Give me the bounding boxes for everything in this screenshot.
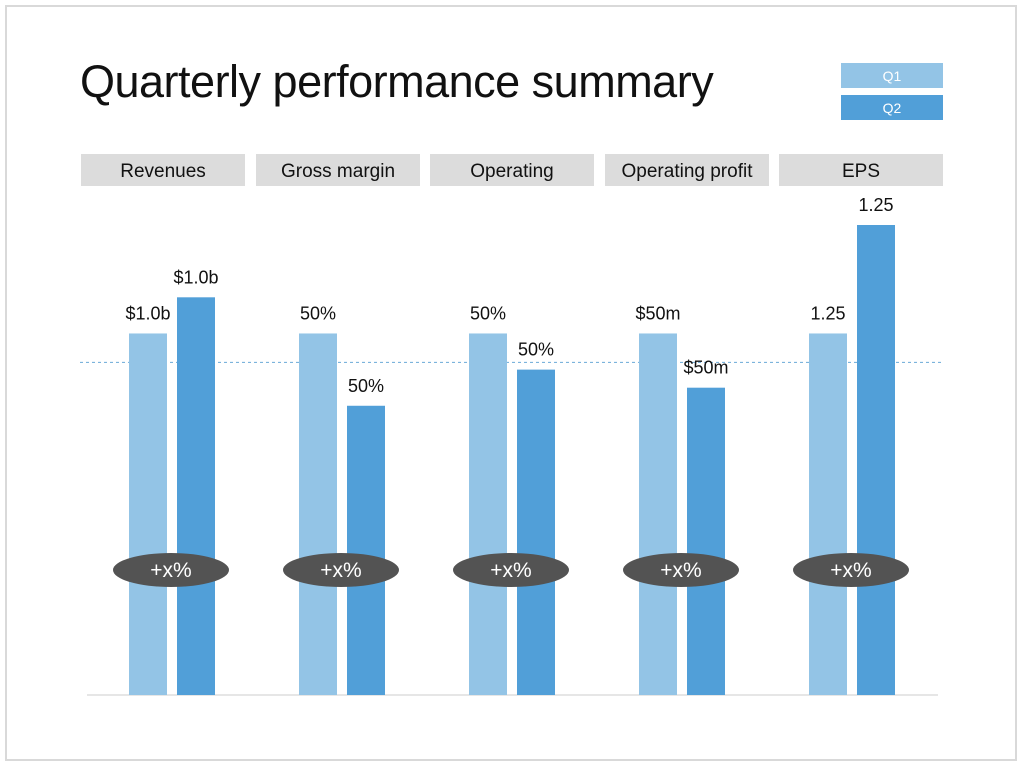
data-label-q2-3: $50m <box>683 358 728 378</box>
change-badge-label-0: +x% <box>150 559 191 582</box>
data-label-q1-1: 50% <box>300 303 336 323</box>
change-badge-label-4: +x% <box>830 559 871 582</box>
bar-q2-3 <box>687 387 725 695</box>
category-header-revenues: Revenues <box>81 154 245 186</box>
bar-q2-4 <box>857 225 895 695</box>
change-badge-label-3: +x% <box>660 559 701 582</box>
data-label-q1-0: $1.0b <box>125 303 170 323</box>
data-label-q2-0: $1.0b <box>173 267 218 287</box>
bar-q2-2 <box>517 369 555 695</box>
bar-q1-0 <box>129 333 167 695</box>
data-label-q2-1: 50% <box>348 376 384 396</box>
bar-q1-2 <box>469 333 507 695</box>
change-badge-0 <box>113 553 229 587</box>
bar-q2-0 <box>177 297 215 695</box>
data-label-q2-2: 50% <box>518 340 554 360</box>
legend-q2: Q2 <box>841 95 943 120</box>
category-header-gross-margin: Gross margin <box>256 154 420 186</box>
change-badge-2 <box>453 553 569 587</box>
bar-q1-4 <box>809 333 847 695</box>
change-badge-label-2: +x% <box>490 559 531 582</box>
change-badge-1 <box>283 553 399 587</box>
change-badge-4 <box>793 553 909 587</box>
category-header-operating-profit: Operating profit <box>605 154 769 186</box>
bar-q1-1 <box>299 333 337 695</box>
bar-q1-3 <box>639 333 677 695</box>
data-label-q1-2: 50% <box>470 303 506 323</box>
page-title: Quarterly performance summary <box>80 56 714 107</box>
change-badge-3 <box>623 553 739 587</box>
legend-q1: Q1 <box>841 63 943 88</box>
data-label-q1-4: 1.25 <box>810 303 845 323</box>
category-header-operating: Operating <box>430 154 594 186</box>
slide-frame <box>5 5 1017 761</box>
category-header-eps: EPS <box>779 154 943 186</box>
data-label-q1-3: $50m <box>635 303 680 323</box>
change-badge-label-1: +x% <box>320 559 361 582</box>
bar-q2-1 <box>347 405 385 695</box>
data-label-q2-4: 1.25 <box>858 195 893 215</box>
